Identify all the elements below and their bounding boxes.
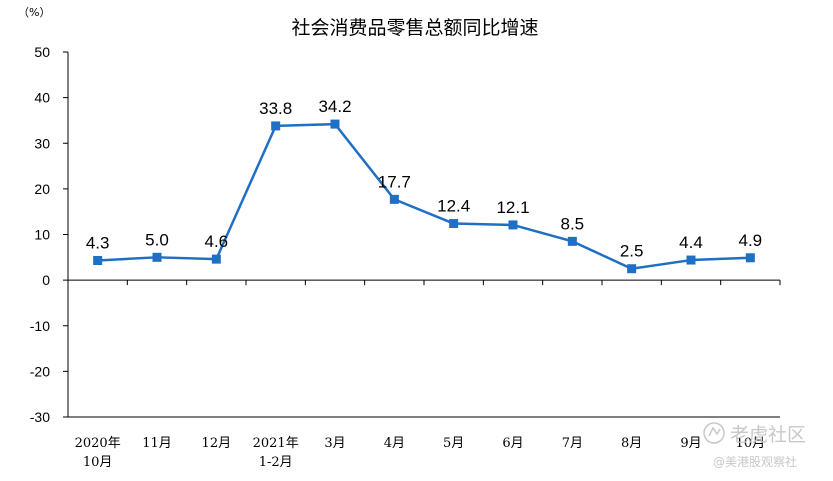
data-point — [627, 264, 637, 274]
data-point — [567, 236, 577, 246]
data-label: 5.0 — [145, 230, 169, 249]
data-label: 4.3 — [86, 234, 110, 253]
watermark-brand: 老虎社区 — [730, 424, 806, 446]
series-retail-sales-growth — [93, 119, 755, 274]
x-tick-label: 10月 — [83, 455, 113, 470]
x-tick-label: 3月 — [324, 436, 345, 451]
chart-title: 社会消费品零售总额同比增速 — [291, 17, 538, 39]
data-point — [449, 219, 459, 229]
data-point — [152, 252, 162, 262]
watermark-handle: @美港股观察社 — [713, 454, 797, 469]
data-labels: 4.3 5.0 4.6 33.8 34.2 17.7 12.4 12.1 8.5 2.5 4.4 4.… — [86, 97, 762, 261]
x-tick-label: 9月 — [680, 436, 701, 451]
data-point — [330, 119, 340, 129]
y-tick-label: 20 — [34, 181, 50, 197]
x-tick-label: 12月 — [202, 436, 232, 451]
axes — [63, 51, 781, 418]
x-tick-label: 2020年 — [75, 436, 121, 451]
data-label: 33.8 — [259, 99, 292, 118]
data-point — [271, 121, 281, 131]
x-tick-label: 10月 — [736, 436, 766, 451]
y-unit-label: （%） — [18, 6, 50, 19]
x-tick-labels: 2020年 10月 11月 12月 2021年 1-2月 3月 4月 5月 6月 7月 8月 9月 10月 — [75, 436, 765, 470]
data-label: 4.4 — [679, 233, 703, 252]
x-tick-label: 11月 — [142, 436, 172, 451]
data-point — [686, 255, 696, 265]
watermark: 老虎社区 @美港股观察社 — [703, 422, 806, 469]
y-tick-label: 0 — [42, 272, 50, 288]
data-point — [93, 256, 103, 266]
data-label: 8.5 — [561, 214, 585, 233]
y-tick-label: 30 — [34, 135, 50, 151]
x-tick-label: 6月 — [502, 436, 523, 451]
y-tick-label: 40 — [34, 90, 50, 106]
y-tick-label: -20 — [30, 363, 50, 379]
data-label: 34.2 — [318, 97, 351, 116]
data-label: 12.1 — [496, 198, 529, 217]
tiger-logo-icon — [703, 422, 725, 444]
data-point — [389, 194, 399, 204]
y-tick-label: -10 — [30, 318, 50, 334]
data-label: 12.4 — [437, 197, 470, 216]
x-tick-label: 2021年 — [253, 436, 299, 451]
y-tick-label: 50 — [34, 44, 50, 60]
x-tick-label: 5月 — [443, 436, 464, 451]
x-tick-label: 4月 — [384, 436, 405, 451]
data-point — [508, 220, 518, 230]
tiger-logo-mark — [708, 426, 721, 437]
data-label: 4.6 — [205, 232, 229, 251]
data-label: 4.9 — [739, 231, 763, 250]
data-point — [211, 254, 221, 264]
y-tick-label: -30 — [30, 409, 50, 425]
data-point — [745, 253, 755, 263]
data-label: 2.5 — [620, 242, 644, 261]
series-line — [97, 122, 751, 270]
x-tick-label: 8月 — [621, 436, 642, 451]
x-tick-label: 7月 — [562, 436, 583, 451]
y-tick-labels: 50 40 30 20 10 0 -10 -20 -30 — [30, 44, 50, 425]
data-label: 17.7 — [378, 172, 411, 191]
x-tick-label: 1-2月 — [259, 455, 293, 470]
y-tick-label: 10 — [34, 227, 50, 243]
